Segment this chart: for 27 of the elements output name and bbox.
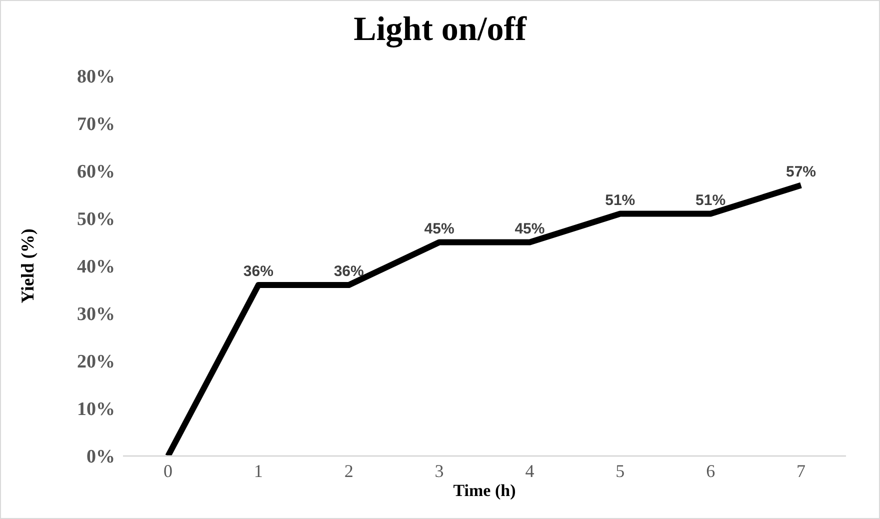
x-tick-label: 3 [434, 460, 444, 481]
data-label: 51% [605, 192, 636, 209]
x-tick-label: 6 [706, 460, 716, 481]
x-tick-label: 7 [796, 460, 806, 481]
y-tick-label: 60% [77, 162, 115, 183]
data-label: 57% [786, 163, 816, 180]
y-tick-label: 10% [77, 399, 115, 420]
data-label: 51% [696, 192, 726, 209]
x-tick-label: 2 [344, 460, 354, 481]
y-tick-label: 50% [77, 209, 115, 230]
y-axis-title: Yield (%) [17, 228, 38, 304]
data-label: 45% [424, 220, 454, 238]
y-tick-label: 80% [77, 66, 115, 88]
x-tick-label: 4 [525, 460, 534, 481]
y-tick-label: 70% [77, 114, 115, 136]
chart-title: Light on/off [352, 11, 528, 49]
data-label: 45% [514, 220, 545, 238]
x-tick-label: 5 [616, 460, 625, 481]
x-tick-label: 0 [164, 460, 172, 481]
data-label: 36% [243, 263, 274, 280]
x-tick-label: 1 [254, 460, 263, 481]
y-tick-label: 0% [86, 446, 115, 468]
y-tick-label: 40% [77, 256, 115, 278]
data-label: 36% [334, 263, 364, 280]
y-tick-label: 20% [77, 352, 115, 373]
x-axis-title: Time (h) [453, 481, 516, 500]
y-tick-label: 30% [77, 304, 115, 326]
